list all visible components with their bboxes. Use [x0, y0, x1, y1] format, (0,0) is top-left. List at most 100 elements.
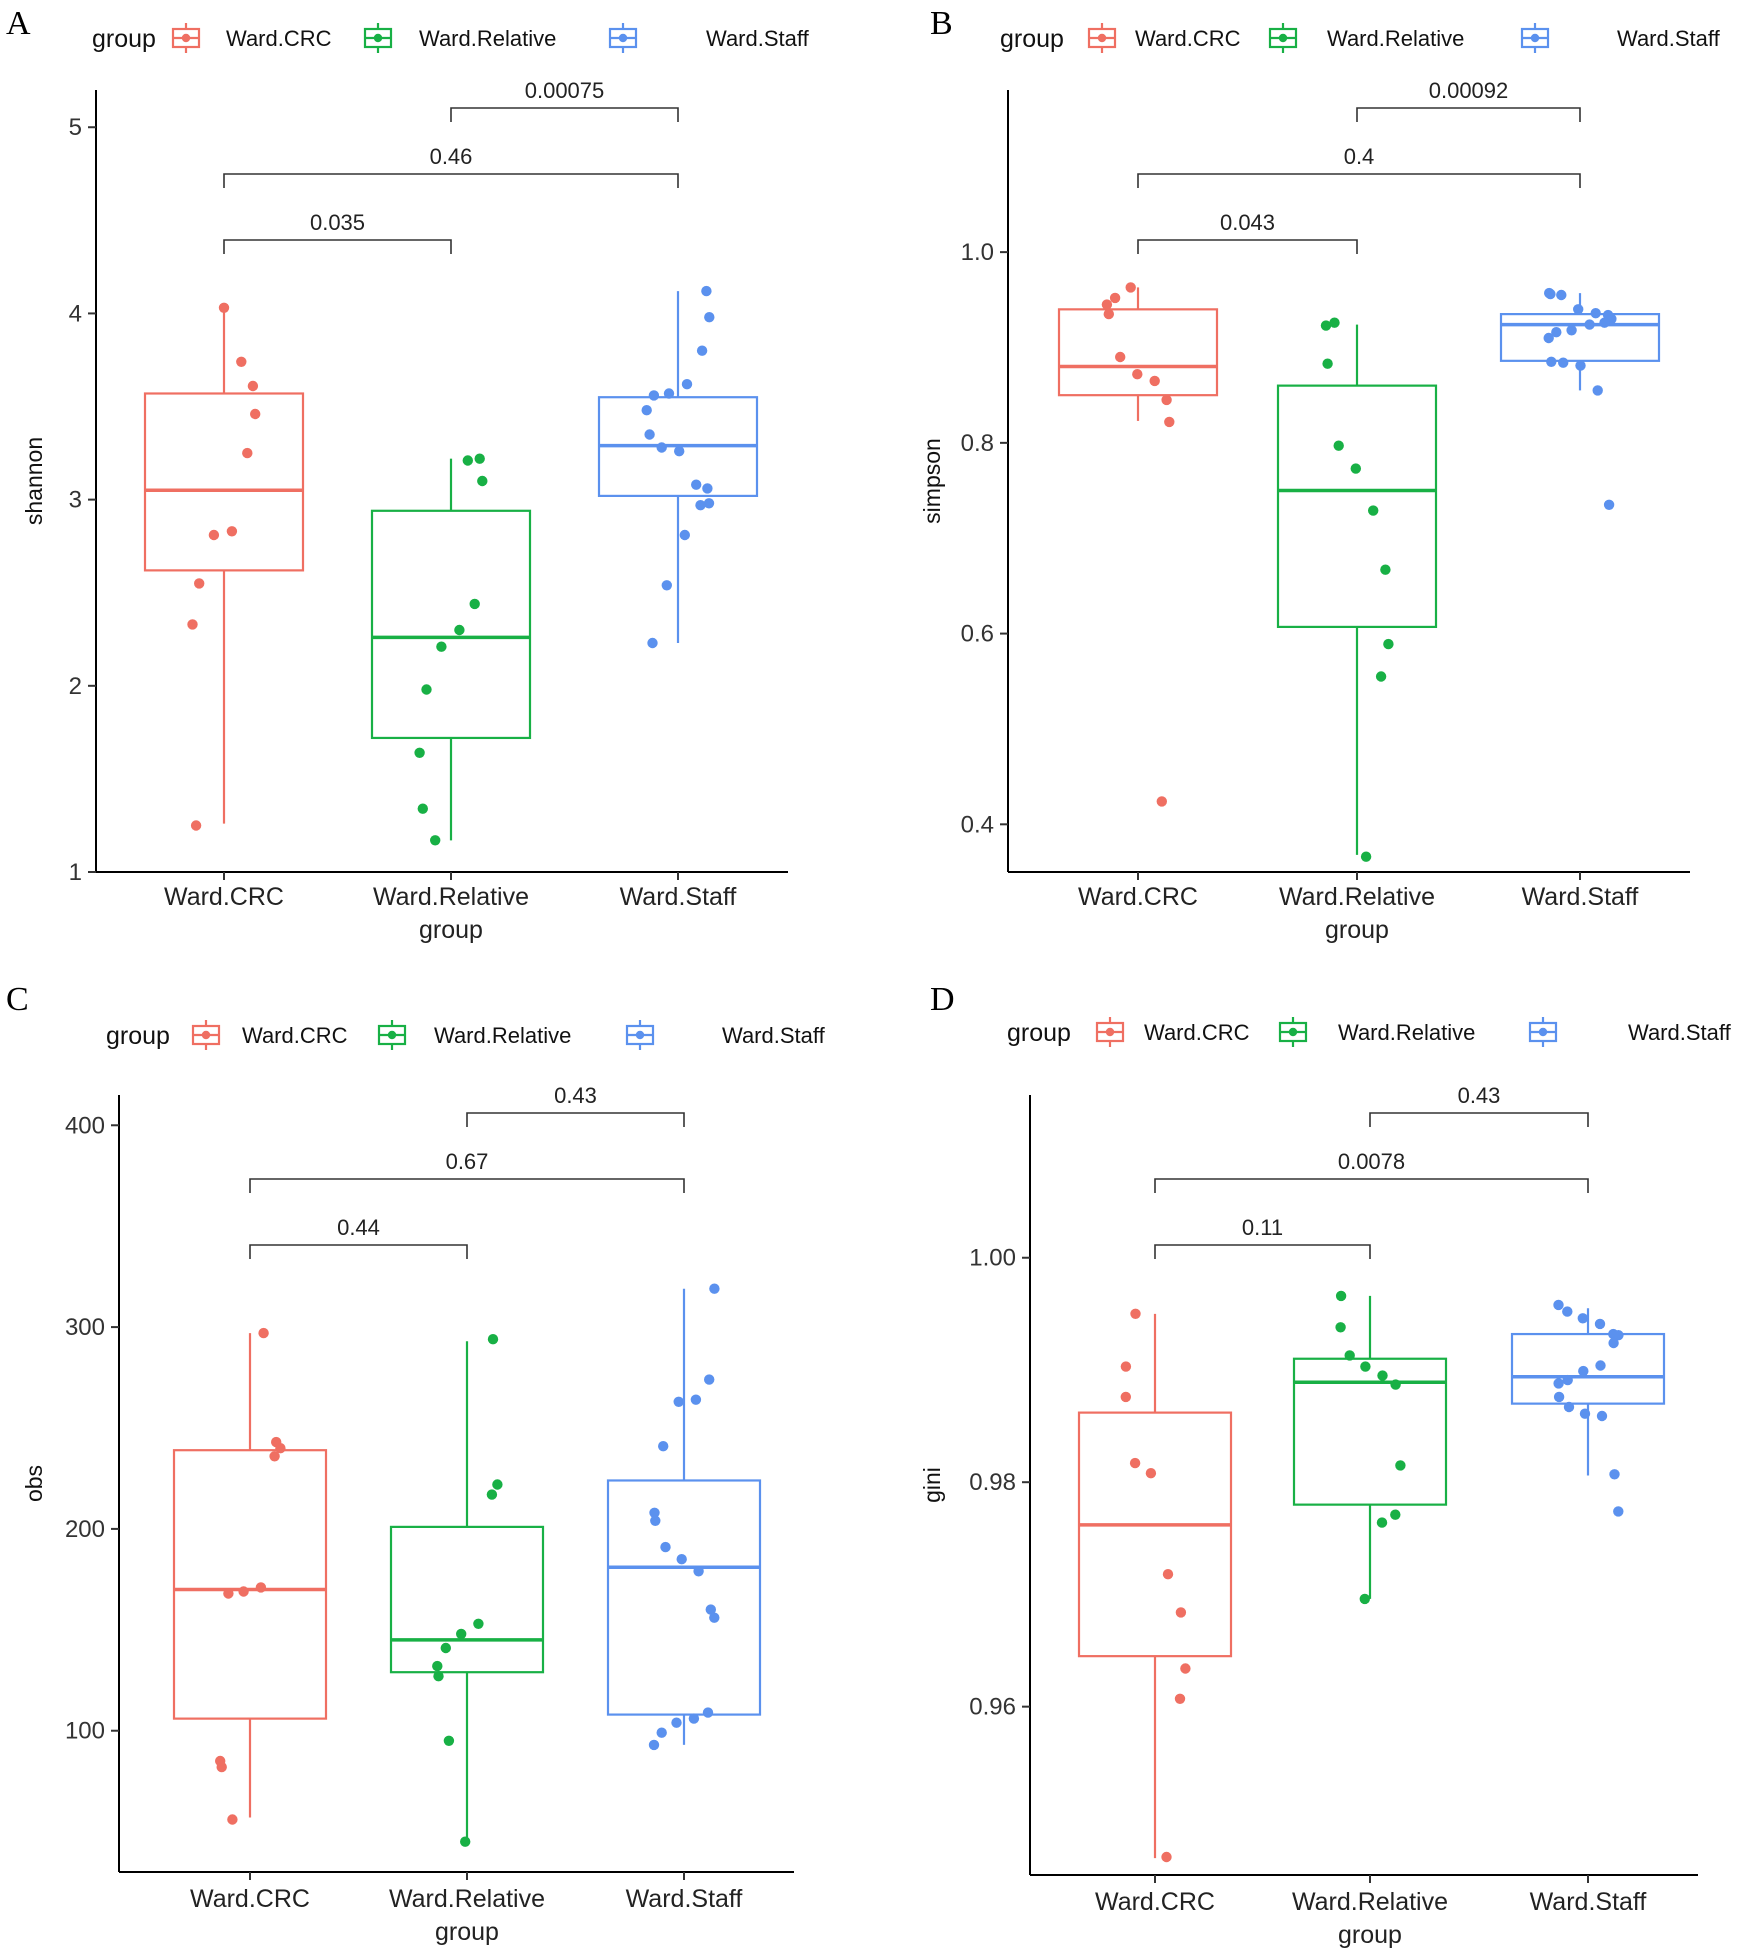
legend-label: Ward.Relative: [434, 1023, 571, 1048]
x-tick-label: Ward.Relative: [373, 883, 529, 911]
legend-label: Ward.Staff: [1628, 1020, 1732, 1045]
data-point: [1562, 1374, 1573, 1386]
bracket-line: [450, 107, 679, 122]
y-tick-label: 300: [65, 1314, 105, 1341]
box-iqr: [172, 1449, 328, 1720]
y-tick-label: 3: [69, 487, 82, 514]
y-tick-label: 0.4: [961, 811, 994, 838]
y-tick-label: 0.98: [969, 1469, 1016, 1496]
legend-key-dot: [1530, 33, 1540, 43]
box-iqr: [389, 1525, 545, 1674]
bracket-line: [1154, 1178, 1589, 1193]
data-point: [194, 578, 205, 589]
data-point: [1558, 357, 1569, 368]
data-point: [660, 1541, 671, 1553]
data-point: [701, 285, 712, 297]
data-point: [443, 1735, 455, 1747]
data-point: [641, 405, 652, 416]
data-point: [1395, 1460, 1406, 1471]
data-point: [688, 1713, 700, 1724]
data-point: [696, 345, 708, 356]
data-point: [1335, 1322, 1346, 1333]
data-point: [436, 641, 447, 652]
box-iqr: [1077, 1411, 1233, 1658]
legend-key-dot: [1538, 1027, 1548, 1037]
data-point: [1132, 369, 1143, 380]
data-point: [1551, 327, 1562, 338]
box-iqr: [1510, 1332, 1666, 1405]
x-tick-label: Ward.Staff: [620, 883, 737, 911]
data-point: [432, 1660, 443, 1672]
legend-key-ward-staff: [625, 1020, 655, 1050]
legend: group Ward.CRC Ward.Relative Ward.Staff: [106, 1020, 826, 1050]
data-point: [255, 1582, 267, 1593]
box-ward-relative: [389, 1341, 545, 1842]
data-point: [1333, 440, 1344, 451]
data-point: [679, 529, 690, 541]
box-ward-staff: [606, 1288, 762, 1745]
data-point: [1390, 1509, 1401, 1520]
legend: group Ward.CRC Ward.Relative Ward.Staff: [92, 23, 810, 53]
data-point: [676, 1554, 687, 1565]
data-point: [1584, 319, 1595, 330]
legend-key-dot: [1097, 33, 1107, 43]
legend-key-dot: [373, 33, 383, 43]
x-axis-title: group: [1325, 916, 1389, 944]
data-point: [242, 447, 253, 459]
data-point: [663, 388, 675, 399]
legend-key-ward-staff: [1528, 1017, 1558, 1047]
legend-key-dot: [387, 1030, 397, 1040]
data-point: [658, 1441, 669, 1452]
box-ward-relative: [370, 458, 532, 841]
legend-key-dot: [635, 1030, 645, 1040]
legend-key-dot: [201, 1030, 211, 1040]
x-tick-label: Ward.Relative: [1292, 1888, 1448, 1916]
x-tick-label: Ward.Relative: [1279, 883, 1435, 911]
data-point: [1145, 1468, 1157, 1479]
data-point: [208, 529, 220, 541]
comparison-bracket: 0.4: [1137, 144, 1581, 188]
data-point: [223, 1588, 234, 1599]
bracket-line: [249, 1178, 685, 1193]
legend-label: Ward.Relative: [1327, 26, 1464, 51]
data-point: [440, 1642, 451, 1654]
comparison-bracket: 0.035: [223, 210, 452, 254]
legend-label: Ward.CRC: [242, 1023, 348, 1048]
data-point: [1553, 1299, 1564, 1311]
data-point: [647, 637, 658, 649]
data-point: [1566, 325, 1577, 336]
data-point: [693, 1566, 704, 1577]
data-point: [705, 1604, 716, 1615]
data-point: [703, 498, 715, 509]
box-iqr: [1292, 1357, 1448, 1506]
comparison-bracket: 0.43: [1369, 1083, 1589, 1127]
box-ward-crc: [1057, 287, 1219, 421]
y-axis-title: shannon: [21, 437, 47, 525]
data-point: [1130, 1308, 1141, 1320]
legend-label: Ward.Relative: [419, 26, 556, 51]
data-point: [1545, 288, 1556, 300]
data-point: [1592, 385, 1603, 396]
data-point: [417, 803, 428, 814]
data-point: [1156, 796, 1168, 807]
legend-key-ward-crc: [171, 23, 201, 53]
data-point: [487, 1334, 499, 1345]
data-point: [1149, 375, 1160, 387]
comparison-bracket: 0.11: [1154, 1215, 1371, 1259]
p-value-label: 0.46: [430, 144, 473, 169]
data-point: [1577, 1313, 1589, 1324]
p-value-label: 0.43: [1458, 1083, 1501, 1108]
legend-key-ward-relative: [1278, 1017, 1308, 1047]
data-point: [1556, 289, 1567, 301]
p-value-label: 0.0078: [1338, 1149, 1405, 1174]
data-point: [1390, 1379, 1401, 1390]
comparison-bracket: 0.67: [249, 1149, 685, 1193]
data-point: [1594, 1318, 1606, 1330]
legend-title: group: [1007, 1019, 1071, 1047]
box-iqr: [606, 1479, 762, 1716]
box-ward-crc: [172, 1333, 328, 1818]
y-tick-label: 4: [69, 300, 82, 327]
legend-title: group: [92, 25, 156, 53]
p-value-label: 0.00092: [1429, 78, 1509, 103]
data-point: [1599, 317, 1610, 328]
